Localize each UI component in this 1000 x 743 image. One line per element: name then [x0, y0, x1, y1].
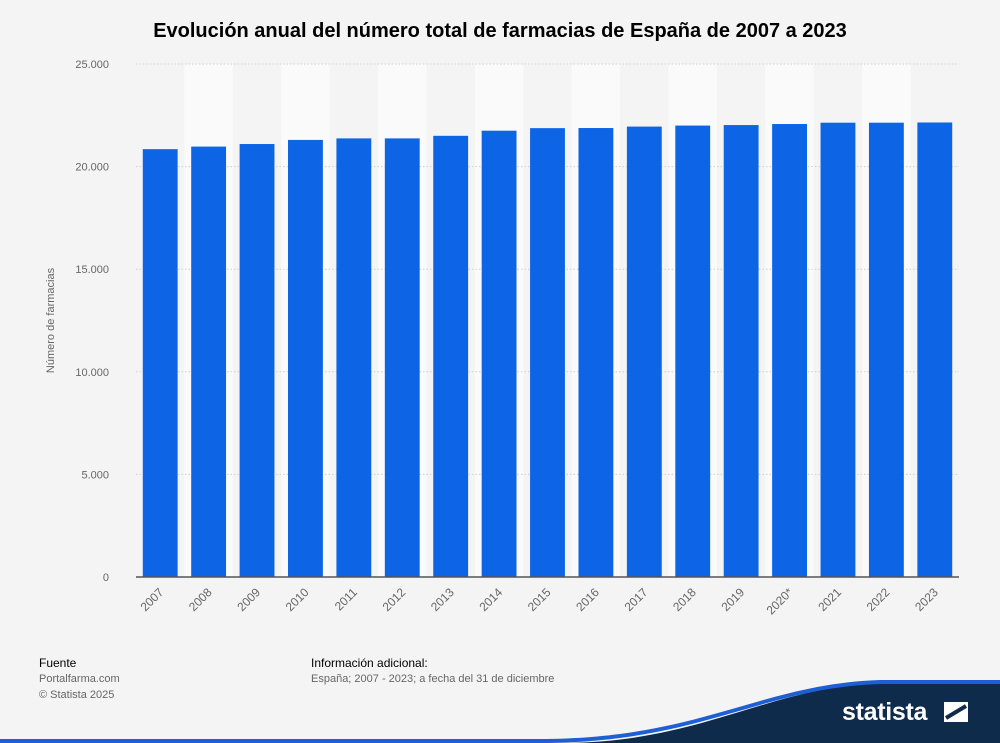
bar-2014[interactable]	[481, 130, 517, 577]
additional-info-heading: Información adicional:	[311, 656, 428, 670]
x-tick-label: 2014	[476, 585, 505, 614]
bar-2010[interactable]	[288, 139, 323, 577]
x-tick-label: 2009	[234, 585, 263, 614]
statista-logo-icon	[944, 702, 968, 722]
bar-2019[interactable]	[723, 125, 759, 577]
x-tick-label: 2012	[380, 585, 409, 614]
bar-2013[interactable]	[433, 135, 469, 577]
y-axis-label: Número de farmacias	[45, 267, 57, 373]
x-tick-label: 2015	[525, 585, 554, 614]
x-tick-label: 2018	[670, 585, 699, 614]
x-axis-ticks: 2007 2008 2009 2010 2011 2012 2013 2014 2015 2016…	[138, 585, 942, 617]
x-tick-label: 2011	[332, 585, 360, 613]
x-tick-label: 2019	[718, 585, 747, 614]
bar-2022[interactable]	[868, 122, 904, 578]
x-tick-label: 2017	[622, 585, 651, 614]
y-tick-label: 15.000	[75, 264, 109, 276]
statista-logo[interactable]: statista	[842, 698, 928, 726]
source-link[interactable]: Portalfarma.com	[39, 673, 120, 685]
bar-2020*[interactable]	[772, 124, 807, 578]
bars	[142, 122, 953, 578]
bar-2023[interactable]	[917, 122, 953, 578]
y-axis-ticks: 0 5.000 10.000 15.000 20.000 25.000	[75, 59, 109, 584]
x-tick-label: 2013	[428, 585, 457, 614]
bar-2011[interactable]	[336, 138, 372, 577]
y-tick-label: 10.000	[75, 367, 109, 379]
bar-2007[interactable]	[142, 149, 178, 577]
additional-info-text: España; 2007 - 2023; a fecha del 31 de d…	[311, 673, 555, 685]
copyright-text: © Statista 2025	[39, 689, 115, 701]
bar-2008[interactable]	[191, 146, 227, 577]
x-tick-label: 2020*	[764, 585, 796, 617]
bar-2017[interactable]	[626, 126, 662, 577]
chart-title: Evolución anual del número total de farm…	[153, 20, 847, 42]
x-tick-label: 2021	[815, 585, 844, 614]
x-tick-label: 2008	[186, 585, 215, 614]
x-tick-label: 2022	[864, 585, 893, 614]
y-tick-label: 5.000	[81, 469, 109, 481]
x-tick-label: 2010	[283, 585, 312, 614]
x-tick-label: 2007	[138, 585, 167, 614]
x-tick-label: 2023	[912, 585, 941, 614]
x-tick-label: 2016	[573, 585, 602, 614]
bar-2015[interactable]	[530, 128, 565, 577]
source-heading: Fuente	[39, 656, 77, 670]
y-tick-label: 25.000	[75, 59, 109, 71]
bar-2021[interactable]	[820, 122, 856, 578]
source-block: Fuente Portalfarma.com © Statista 2025	[39, 655, 120, 703]
bar-2012[interactable]	[384, 138, 420, 577]
bar-2009[interactable]	[239, 144, 275, 577]
y-tick-label: 0	[103, 572, 109, 584]
additional-info-block: Información adicional: España; 2007 - 20…	[311, 655, 554, 687]
bar-2016[interactable]	[578, 128, 614, 577]
y-tick-label: 20.000	[75, 162, 109, 174]
bar-2018[interactable]	[675, 125, 711, 577]
